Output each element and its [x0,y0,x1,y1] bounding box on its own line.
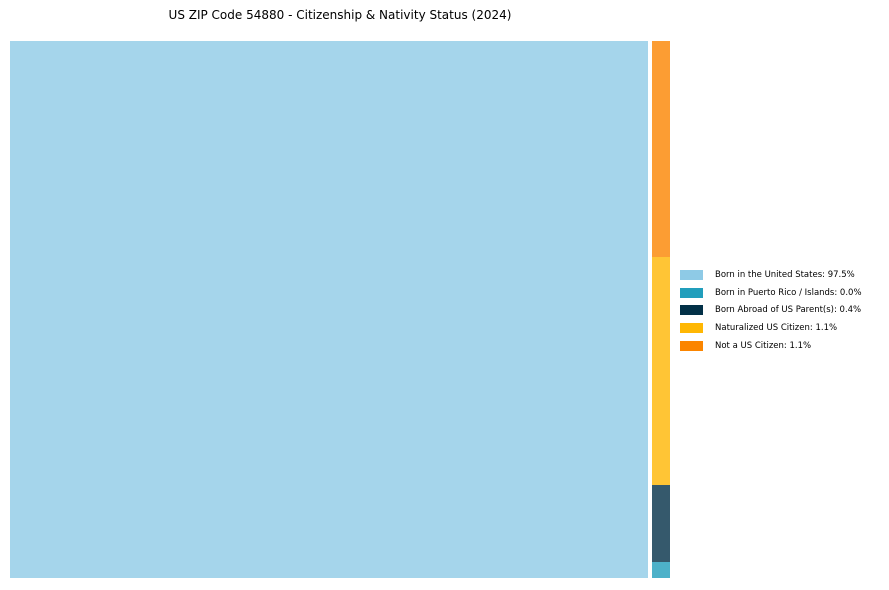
legend-swatch-born-in-us [680,269,703,280]
treemap-rect-born-in-puerto-rico-islands [652,562,670,578]
legend-swatch-naturalized [680,322,703,333]
legend-label-born-abroad: Born Abroad of US Parent(s): 0.4% [715,305,862,316]
legend-item-naturalized: Naturalized US Citizen: 1.1% [680,319,862,337]
legend-label-born-in-puerto-rico: Born in Puerto Rico / Islands: 0.0% [715,287,862,298]
legend: Born in the United States: 97.5% Born in… [680,266,862,354]
legend-swatch-born-in-puerto-rico [680,287,703,298]
legend-label-naturalized: Naturalized US Citizen: 1.1% [715,322,838,333]
legend-item-born-in-us: Born in the United States: 97.5% [680,266,862,284]
legend-swatch-born-abroad [680,305,703,316]
treemap-plot-area [10,41,670,578]
legend-item-born-in-puerto-rico: Born in Puerto Rico / Islands: 0.0% [680,284,862,302]
treemap-rect-naturalized-us-citizen [652,257,670,485]
chart-title: US ZIP Code 54880 - Citizenship & Nativi… [168,8,512,22]
legend-item-born-abroad: Born Abroad of US Parent(s): 0.4% [680,301,862,319]
legend-swatch-not-a-citizen [680,340,703,351]
treemap-rect-not-a-us-citizen [652,41,670,257]
legend-label-born-in-us: Born in the United States: 97.5% [715,269,855,280]
treemap-rect-born-in-us [10,41,648,578]
treemap-rect-born-abroad-of-us-parents [652,485,670,562]
legend-item-not-a-citizen: Not a US Citizen: 1.1% [680,337,862,355]
legend-label-not-a-citizen: Not a US Citizen: 1.1% [715,340,812,351]
